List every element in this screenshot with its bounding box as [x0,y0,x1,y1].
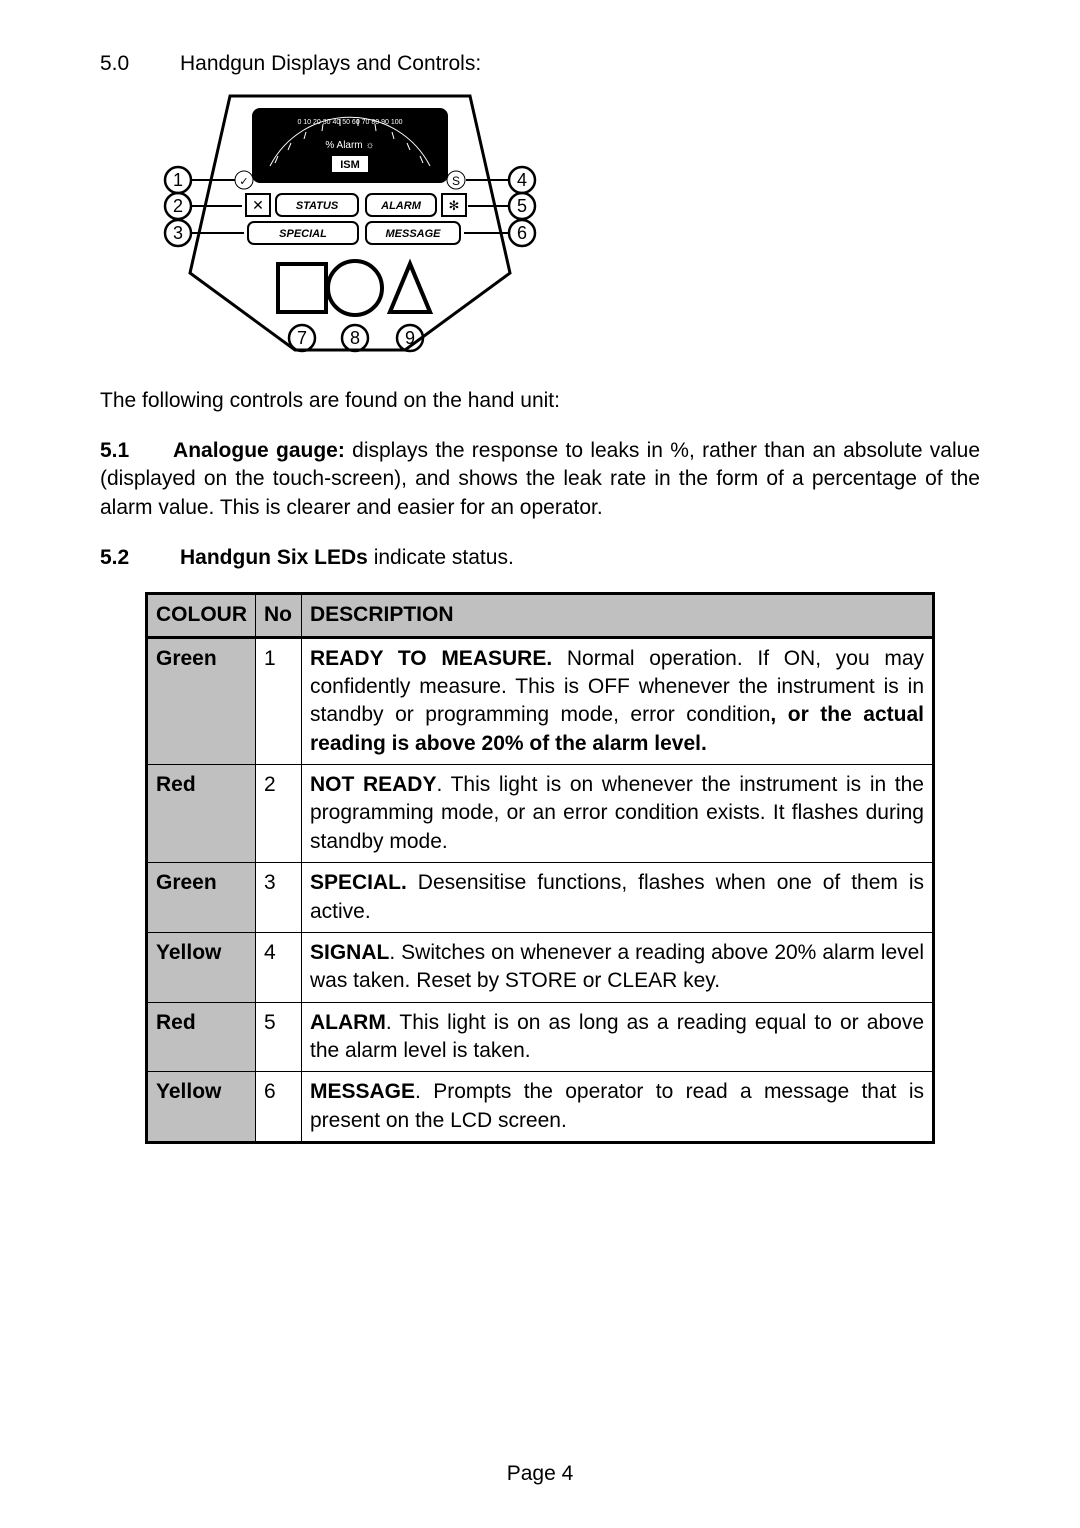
led-table: COLOUR No DESCRIPTION Green1READY TO MEA… [145,592,935,1144]
table-colour-cell: Yellow [147,1072,256,1143]
page-footer: Page 4 [0,1460,1080,1488]
circle-button-icon [328,261,382,315]
table-desc-cell: MESSAGE. Prompts the operator to read a … [302,1072,934,1143]
table-desc-cell: ALARM. This light is on as long as a rea… [302,1002,934,1072]
svg-text:S: S [452,174,460,188]
svg-text:7: 7 [297,328,307,348]
svg-text:3: 3 [173,223,183,243]
special-label: SPECIAL [279,228,327,240]
table-no-cell: 1 [256,637,302,764]
table-no-cell: 4 [256,932,302,1002]
svg-text:6: 6 [517,223,527,243]
table-no-cell: 6 [256,1072,302,1143]
para51-label: Analogue gauge: [173,439,345,462]
square-button-icon [278,264,326,312]
status-label: STATUS [296,200,339,212]
para52-rest: indicate status. [368,546,514,569]
th-desc: DESCRIPTION [302,594,934,637]
para52-num: 5.2 [100,544,150,572]
table-colour-cell: Green [147,637,256,764]
handgun-diagram: 0 10 20 30 40 50 60 70 80 90 100 % Alarm… [160,88,980,366]
message-label: MESSAGE [385,228,441,240]
table-no-cell: 3 [256,863,302,933]
section-title: Handgun Displays and Controls: [180,50,481,78]
th-colour: COLOUR [147,594,256,637]
gauge-label: % Alarm ☼ [325,140,374,151]
special-row: SPECIAL MESSAGE [248,222,460,244]
alarm-label: ALARM [380,200,422,212]
th-no: No [256,594,302,637]
table-colour-cell: Green [147,863,256,933]
svg-text:✕: ✕ [252,197,264,213]
svg-text:9: 9 [405,328,415,348]
intro-line: The following controls are found on the … [100,387,980,415]
table-no-cell: 5 [256,1002,302,1072]
subheading-5-2: 5.2 Handgun Six LEDs indicate status. [100,544,980,572]
section-heading: 5.0 Handgun Displays and Controls: [100,50,980,78]
svg-text:4: 4 [517,170,527,190]
svg-text:✻: ✻ [449,198,460,213]
para51-num: 5.1 [100,439,129,462]
table-desc-cell: SPECIAL. Desensitise functions, flashes … [302,863,934,933]
paragraph-5-1: 5.1 Analogue gauge: displays the respons… [100,437,980,522]
table-desc-cell: READY TO MEASURE. Normal operation. If O… [302,637,934,764]
gauge-ticks-text: 0 10 20 30 40 50 60 70 80 90 100 [297,119,402,126]
table-colour-cell: Red [147,765,256,863]
status-row: ✕ STATUS ALARM ✻ [246,194,466,216]
ism-badge: ISM [340,159,360,171]
svg-text:✓: ✓ [239,176,248,188]
table-colour-cell: Yellow [147,932,256,1002]
svg-text:1: 1 [173,170,183,190]
table-no-cell: 2 [256,765,302,863]
para52-label: Handgun Six LEDs [180,546,368,569]
section-number: 5.0 [100,50,150,78]
svg-text:2: 2 [173,196,183,216]
svg-text:8: 8 [350,328,360,348]
svg-text:5: 5 [517,196,527,216]
table-colour-cell: Red [147,1002,256,1072]
table-desc-cell: SIGNAL. Switches on whenever a reading a… [302,932,934,1002]
table-desc-cell: NOT READY. This light is on whenever the… [302,765,934,863]
